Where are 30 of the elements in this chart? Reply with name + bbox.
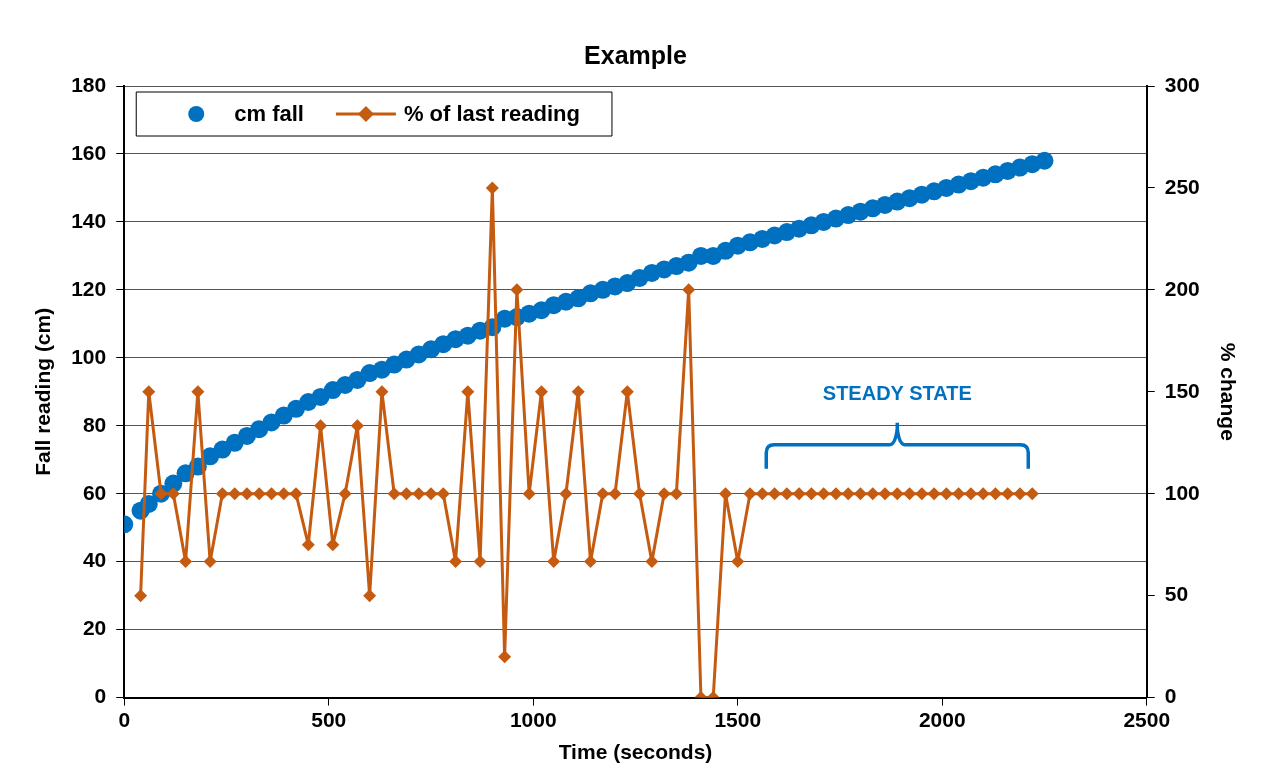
y2-tick-label: 200 <box>1164 276 1200 300</box>
y-axis-title: Fall reading (cm) <box>31 307 55 476</box>
legend-label: % of last reading <box>403 101 580 127</box>
x-tick-label: 2500 <box>1123 708 1171 731</box>
y-tick-label: 0 <box>94 684 107 708</box>
y-tick-label: 140 <box>71 208 107 232</box>
y2-tick-label: 150 <box>1164 378 1200 402</box>
y-tick-label: 60 <box>82 480 107 504</box>
y-tick-label: 40 <box>82 548 107 572</box>
y-tick-label: 160 <box>71 140 107 164</box>
annotation: STEADY STATE <box>822 382 972 405</box>
y-tick-label: 20 <box>82 616 107 640</box>
y2-tick-label: 100 <box>1164 480 1200 504</box>
x-axis-title: Time (seconds) <box>558 740 713 764</box>
y2-tick-label: 50 <box>1164 582 1189 606</box>
y2-tick-label: 0 <box>1164 684 1177 708</box>
x-tick-label: 0 <box>118 708 131 731</box>
x-tick-label: 1000 <box>509 708 557 731</box>
x-tick-label: 1500 <box>714 708 762 731</box>
x-tick-label: 500 <box>311 708 347 731</box>
legend-label: cm fall <box>234 101 304 127</box>
y2-tick-label: 300 <box>1164 72 1200 96</box>
y-tick-label: 100 <box>71 344 107 368</box>
x-tick-label: 2000 <box>918 708 966 731</box>
y-tick-label: 120 <box>71 276 107 300</box>
y-tick-label: 180 <box>71 72 107 96</box>
y2-tick-label: 250 <box>1164 174 1200 198</box>
y2-axis-title: % change <box>1216 342 1240 441</box>
y-tick-label: 80 <box>82 412 107 436</box>
chart-title: Example <box>584 40 688 69</box>
